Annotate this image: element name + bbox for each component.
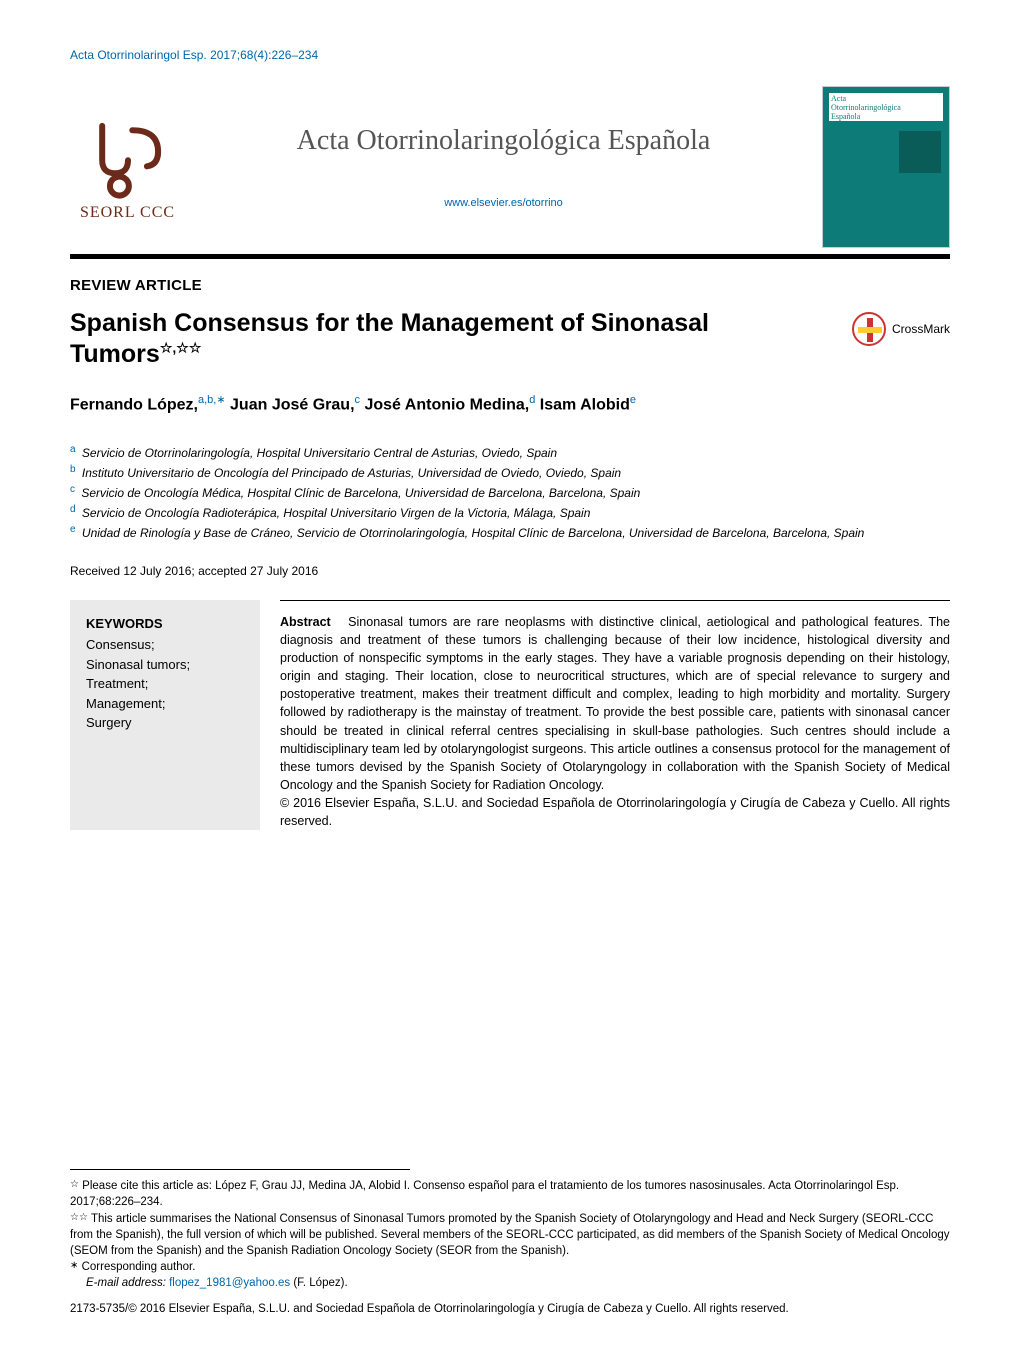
affiliation-item: b Instituto Universitario de Oncología d…: [70, 462, 950, 482]
corr-mark: ∗: [70, 1260, 78, 1271]
crossmark-button[interactable]: CrossMark: [852, 312, 950, 346]
footnote-mark-1: ☆: [70, 1179, 79, 1190]
abstract-text: Sinonasal tumors are rare neoplasms with…: [280, 615, 950, 792]
seorl-logo-icon: [85, 113, 171, 199]
crossmark-label: CrossMark: [892, 322, 950, 336]
citation-reference[interactable]: Acta Otorrinolaringol Esp. 2017;68(4):22…: [70, 48, 950, 62]
footnote-summary: ☆☆ This article summarises the National …: [70, 1211, 950, 1259]
affiliation-item: a Servicio de Otorrinolaringología, Hosp…: [70, 442, 950, 462]
footnote-corresponding: ∗ Corresponding author.: [70, 1259, 950, 1275]
affiliation-item: c Servicio de Oncología Médica, Hospital…: [70, 482, 950, 502]
corr-text: Corresponding author.: [82, 1261, 196, 1273]
footnote-2-text: This article summarises the National Con…: [70, 1213, 950, 1257]
keywords-box: KEYWORDS Consensus;Sinonasal tumors;Trea…: [70, 600, 260, 831]
article-title-text: Spanish Consensus for the Management of …: [70, 309, 709, 368]
abstract-rule: [280, 600, 950, 601]
journal-cover-thumbnail: ActaOtorrinolaringológicaEspañola: [822, 86, 950, 248]
article-dates: Received 12 July 2016; accepted 27 July …: [70, 564, 950, 578]
society-logo-text: SEORL CCC: [70, 204, 185, 222]
journal-title-block: Acta Otorrinolaringológica Española www.…: [205, 125, 802, 209]
email-label: E-mail address:: [86, 1277, 166, 1289]
footnote-1-text: Please cite this article as: López F, Gr…: [70, 1180, 899, 1208]
affiliations-list: a Servicio de Otorrinolaringología, Hosp…: [70, 442, 950, 542]
corresponding-email-link[interactable]: flopez_1981@yahoo.es: [169, 1277, 290, 1289]
article-type-label: REVIEW ARTICLE: [70, 277, 950, 294]
author-list: Fernando López,a,b,∗ Juan José Grau,c Jo…: [70, 393, 950, 414]
abstract-lead: Abstract: [280, 615, 331, 629]
article-title: Spanish Consensus for the Management of …: [70, 308, 832, 371]
abstract-copyright: © 2016 Elsevier España, S.L.U. and Socie…: [280, 794, 950, 830]
affiliation-item: d Servicio de Oncología Radioterápica, H…: [70, 502, 950, 522]
journal-website-link[interactable]: www.elsevier.es/otorrino: [205, 197, 802, 209]
footnote-rule: [70, 1169, 410, 1170]
journal-title: Acta Otorrinolaringológica Española: [205, 125, 802, 157]
crossmark-icon: [852, 312, 886, 346]
journal-header: SEORL CCC Acta Otorrinolaringológica Esp…: [70, 86, 950, 248]
abstract-paragraph: Abstract Sinonasal tumors are rare neopl…: [280, 613, 950, 794]
issn-copyright-line: 2173-5735/© 2016 Elsevier España, S.L.U.…: [70, 1303, 950, 1315]
footnote-mark-2: ☆☆: [70, 1212, 88, 1223]
header-divider: [70, 254, 950, 259]
affiliation-item: e Unidad de Rinología y Base de Cráneo, …: [70, 522, 950, 542]
abstract-section: KEYWORDS Consensus;Sinonasal tumors;Trea…: [70, 600, 950, 831]
title-footnote-marks: ☆,☆☆: [160, 340, 202, 356]
footnote-cite-as: ☆ Please cite this article as: López F, …: [70, 1178, 950, 1210]
footnotes-block: ☆ Please cite this article as: López F, …: [70, 1169, 950, 1291]
keywords-heading: KEYWORDS: [86, 614, 244, 634]
abstract-body: Abstract Sinonasal tumors are rare neopl…: [260, 600, 950, 831]
keywords-list: Consensus;Sinonasal tumors;Treatment;Man…: [86, 635, 244, 733]
email-suffix: (F. López).: [293, 1277, 347, 1289]
footnote-email: E-mail address: flopez_1981@yahoo.es (F.…: [70, 1275, 950, 1291]
society-logo: SEORL CCC: [70, 113, 185, 222]
cover-thumb-title: ActaOtorrinolaringológicaEspañola: [831, 95, 901, 121]
